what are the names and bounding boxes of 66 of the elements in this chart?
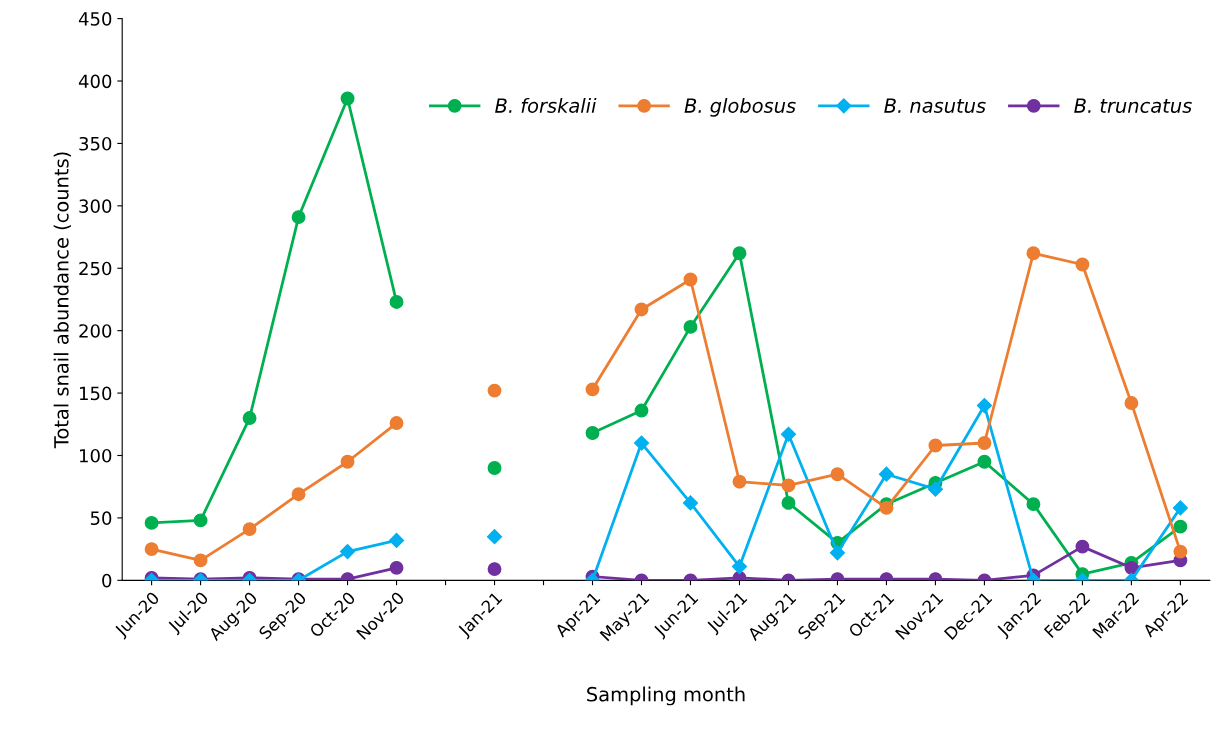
point	[682, 495, 699, 511]
point	[976, 397, 992, 414]
point	[683, 272, 698, 287]
point	[1026, 497, 1041, 512]
point	[487, 383, 502, 398]
y-tick-label: 250	[79, 261, 112, 276]
legend-label: B. forskalii	[495, 97, 597, 113]
point	[340, 91, 355, 106]
point	[928, 438, 943, 453]
y-tick-label: 350	[79, 136, 112, 151]
point	[732, 474, 747, 489]
point	[634, 403, 649, 418]
point	[585, 426, 600, 440]
point	[291, 210, 306, 225]
point	[389, 416, 404, 430]
point	[339, 544, 356, 560]
point	[1173, 544, 1188, 559]
point	[1026, 246, 1041, 261]
point	[1173, 519, 1188, 534]
y-tick-label: 400	[78, 74, 112, 89]
point	[242, 522, 257, 537]
point	[780, 426, 797, 442]
point	[487, 562, 502, 577]
point	[1172, 500, 1188, 516]
point	[389, 560, 404, 575]
point	[781, 478, 796, 493]
y-tick-label: 0	[102, 573, 112, 588]
point	[291, 487, 306, 502]
point	[634, 302, 649, 317]
point	[1075, 539, 1090, 554]
point	[486, 529, 503, 545]
legend-label: B. truncatus	[1074, 98, 1192, 113]
point	[389, 295, 404, 309]
point	[388, 532, 405, 548]
y-tick-label: 100	[80, 448, 112, 463]
y-tick-label: 450	[78, 12, 112, 26]
point	[340, 454, 355, 469]
y-axis-title: Total snail abundance (counts)	[53, 152, 71, 449]
y-tick-label: 50	[90, 511, 112, 526]
point	[487, 461, 502, 475]
y-tick-label: 200	[79, 324, 112, 338]
point	[633, 435, 650, 451]
point	[977, 454, 992, 469]
point	[193, 553, 208, 568]
point	[1124, 396, 1139, 411]
point	[830, 467, 845, 482]
point	[1124, 560, 1139, 575]
legend-label: B. nasutus	[884, 98, 986, 113]
y-tick-label: 150	[80, 386, 112, 401]
point	[829, 545, 846, 561]
point	[144, 542, 159, 557]
point	[731, 559, 748, 575]
point	[242, 411, 257, 425]
point	[732, 246, 747, 261]
point	[927, 481, 944, 497]
point	[878, 466, 895, 482]
point	[977, 436, 992, 450]
point	[683, 319, 698, 334]
point	[781, 495, 796, 510]
y-tick-label: 300	[79, 199, 112, 213]
point	[193, 513, 208, 528]
point	[1075, 257, 1090, 272]
x-axis-title: Sampling month	[587, 686, 745, 706]
point	[144, 515, 159, 530]
legend-label: B. globosus	[684, 97, 796, 117]
point	[585, 382, 600, 397]
